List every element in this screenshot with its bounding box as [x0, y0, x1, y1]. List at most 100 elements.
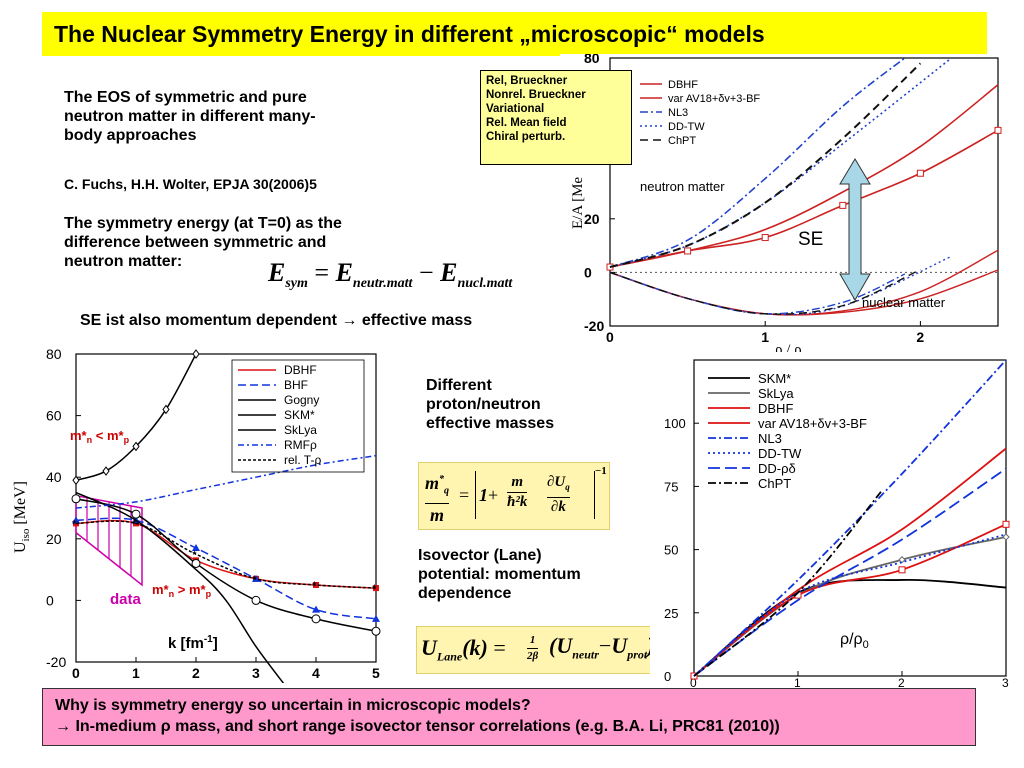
uiso-xlabel: k [fm-1]	[168, 634, 218, 652]
eos-description: The EOS of symmetric and pure neutron ma…	[64, 88, 394, 145]
data-label: data	[110, 591, 142, 608]
esym-xtick-label: 1	[794, 676, 801, 687]
uiso-marker	[192, 349, 200, 359]
esym-ytick-label: 25	[664, 606, 678, 621]
lane-U: U	[421, 635, 437, 660]
uiso-legend-rmf: RMFρ	[284, 438, 317, 452]
eos-line-2: neutron matter in different many-	[64, 108, 316, 125]
method-rel-brueckner: Rel, Brueckner	[486, 75, 568, 87]
uiso-xtick-label: 5	[372, 665, 380, 681]
esym-E: E	[268, 258, 286, 287]
eos-xlabel: ρ / ρ	[775, 342, 802, 354]
meff-eq: =	[459, 485, 470, 505]
uiso-marker	[313, 582, 319, 588]
lane-formula: ULane(k) = 1 2β (Uneutr−Uprot)	[416, 626, 664, 674]
esym-ytick-label: 100	[664, 416, 686, 431]
uiso-legend-dbhf: DBHF	[284, 363, 317, 377]
eneutr-E: E	[335, 258, 353, 287]
esym-legend-nl3: NL3	[758, 431, 782, 446]
eos-square-marker	[916, 169, 924, 177]
lane-k: (k)	[462, 635, 488, 660]
lane-frac-num: 1	[527, 633, 539, 649]
esym-xlabel: ρ/ρ0	[840, 631, 869, 651]
lane-lhs: ULane(k) =	[421, 635, 506, 664]
esym-marker	[898, 566, 906, 574]
sym-line-1: The symmetry energy (at T=0) as the	[64, 215, 342, 232]
eos-xtick-label: 2	[916, 329, 924, 345]
eos-ytick-label: 80	[584, 54, 600, 66]
conclusion-box: Why is symmetry energy so uncertain in m…	[42, 688, 976, 746]
esym-ytick-label: 0	[664, 669, 671, 684]
sym-line-2: difference between symmetric and	[64, 234, 327, 251]
symmetry-description: The symmetry energy (at T=0) as the diff…	[64, 214, 404, 271]
meff-dk: ∂k	[550, 499, 566, 515]
uiso-marker	[311, 614, 321, 624]
uiso-ytick-label: 40	[46, 469, 62, 485]
meff-q: q	[444, 485, 450, 497]
meff-mass-frac: m ħ²k	[507, 473, 528, 512]
eos-square-marker	[684, 247, 692, 255]
uiso-marker	[72, 475, 80, 486]
slide-title: The Nuclear Symmetry Energy in different…	[42, 12, 987, 56]
eos-legend-dd-tw: DD-TW	[668, 121, 705, 133]
eos-plot-frame	[609, 57, 999, 327]
esym-legend-var-av18-v-3-bf: var AV18+δv+3-BF	[758, 416, 867, 431]
uiso-marker	[132, 441, 140, 452]
masses-line-2: proton/neutron	[426, 396, 541, 413]
esym-plot-frame	[693, 359, 1007, 677]
citation: C. Fuchs, H.H. Wolter, EPJA 30(2006)5	[64, 176, 317, 192]
uiso-marker	[371, 626, 381, 636]
eos-legend-nl3: NL3	[668, 107, 688, 119]
lane-line-3: dependence	[418, 585, 512, 602]
eos-square-marker	[839, 201, 847, 209]
effective-mass-formula: m*q m = 1+ m ħ²k ∂Uq ∂k −1	[418, 462, 610, 530]
esym-ytick-label: 75	[664, 479, 678, 494]
uiso-ytick-label: 20	[46, 531, 62, 547]
uiso-marker	[131, 509, 141, 519]
lane-sub: Lane	[436, 649, 463, 664]
uiso-legend-gogny: Gogny	[284, 393, 319, 407]
esym-legend-dd-tw: DD-TW	[758, 446, 802, 461]
high-mass-annotation: m*n > m*p	[152, 582, 212, 599]
method-nonrel-brueckner: Nonrel. Brueckner	[486, 89, 586, 101]
lane-frac-den: 2β	[527, 650, 539, 662]
esym-xtick-label: 3	[1002, 676, 1009, 687]
uiso-series-rel-t	[75, 520, 377, 589]
meff-deriv-frac: ∂Uq ∂k	[547, 473, 570, 517]
esym-series-chpt	[693, 490, 882, 677]
uiso-ytick-label: 0	[46, 592, 54, 608]
esym-minus: −	[418, 258, 434, 287]
uiso-legend-rel-t: rel. T-ρ	[284, 453, 321, 467]
esym-series-nl3	[693, 359, 1007, 677]
nuclear-matter-label: nuclear matter	[862, 295, 946, 310]
uiso-ytick-label: 80	[46, 346, 62, 362]
meff-bracket	[475, 471, 595, 519]
uiso-xtick-label: 2	[192, 665, 200, 681]
esym-legend-sklya: SkLya	[758, 386, 794, 401]
esym-formula: Esym = Eneutr.matt − Enucl.matt	[268, 258, 512, 292]
esym-xtick-label: 2	[898, 676, 905, 687]
lane-line-2: potential: momentum	[418, 566, 581, 583]
neutron-matter-label: neutron matter	[640, 179, 725, 194]
uiso-marker	[373, 585, 379, 592]
meff-frac-m: m	[507, 473, 528, 493]
meff-num-m: m	[425, 473, 440, 493]
esym-xtick-label: 0	[690, 676, 697, 687]
lane-eq: =	[493, 635, 506, 660]
meff-exponent: −1	[595, 465, 607, 477]
esym-legend-chpt: ChPT	[758, 476, 791, 491]
uiso-marker: *	[312, 579, 317, 593]
lane-rhs: (Uneutr−Uprot)	[549, 633, 655, 662]
eos-method-legend: Rel, Brueckner Nonrel. Brueckner Variati…	[480, 70, 632, 165]
eos-legend-chpt: ChPT	[668, 135, 696, 147]
uiso-series-skm	[75, 491, 285, 683]
uiso-chart: 0 1 2 3 4 5 -20 0 20 40 60 80 DBHFBHFGognySKM*SkLyaR…	[0, 338, 400, 683]
uiso-marker: *	[72, 517, 77, 531]
effective-masses-text: Different proton/neutron effective masse…	[426, 376, 554, 433]
meff-star: *	[439, 474, 445, 485]
method-rel-mean-field: Rel. Mean field	[486, 117, 567, 129]
uiso-xtick-label: 0	[72, 665, 80, 681]
uiso-xtick-label: 1	[132, 665, 140, 681]
